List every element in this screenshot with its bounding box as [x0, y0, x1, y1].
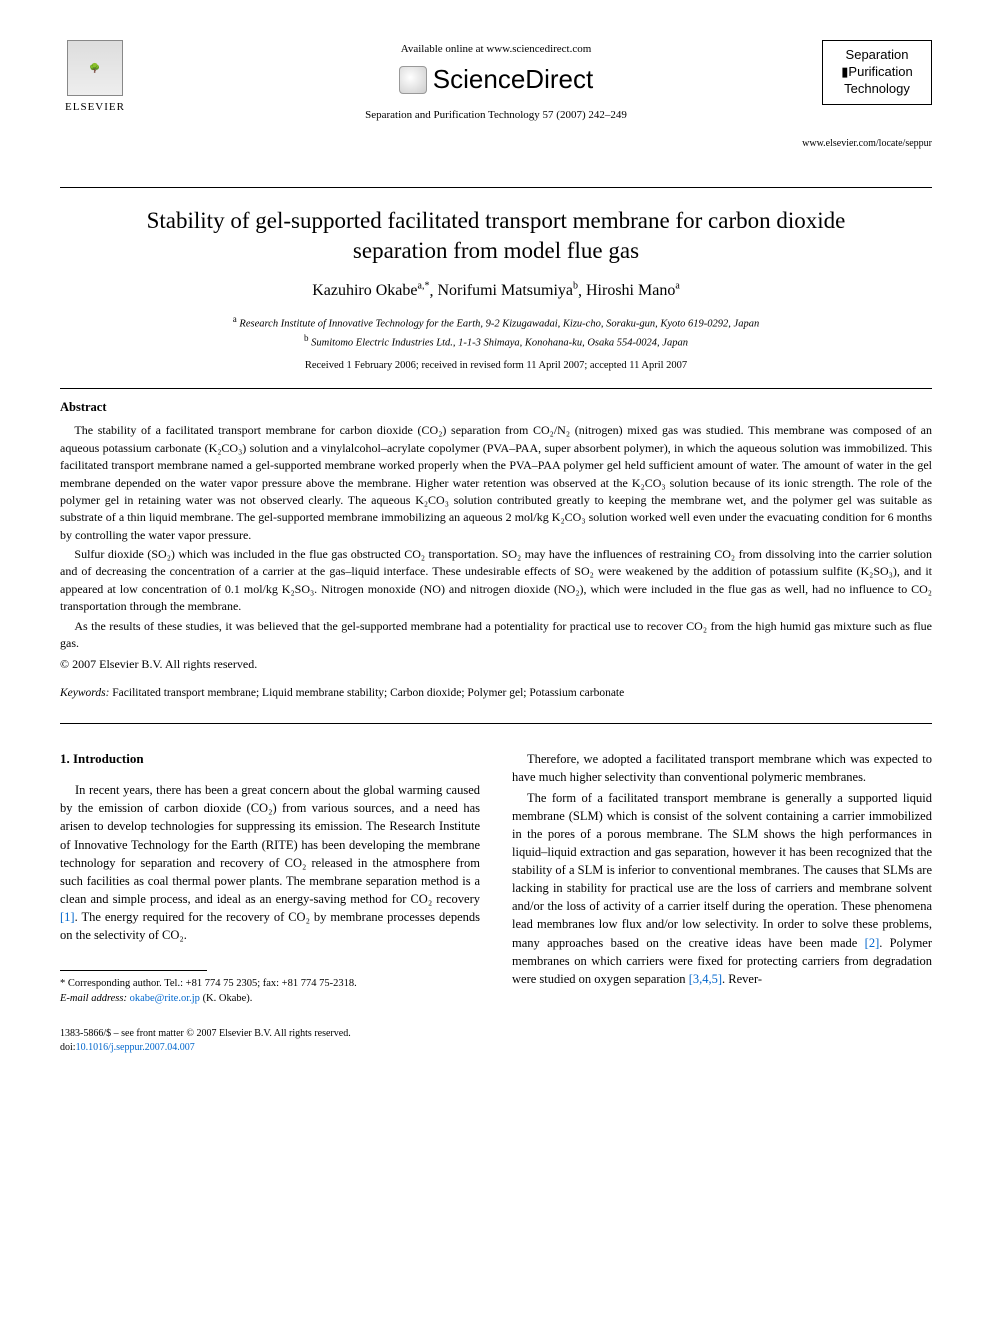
- intro-para: The form of a facilitated transport memb…: [512, 789, 932, 988]
- sciencedirect-icon: [399, 66, 427, 94]
- abstract-para: Sulfur dioxide (SO₂) which was included …: [60, 546, 932, 616]
- affiliation: a Research Institute of Innovative Techn…: [60, 313, 932, 332]
- affiliation: b Sumitomo Electric Industries Ltd., 1-1…: [60, 332, 932, 351]
- copyright-line: © 2007 Elsevier B.V. All rights reserved…: [60, 656, 932, 673]
- sciencedirect-text: ScienceDirect: [433, 61, 593, 97]
- journal-box-line2: ▮Purification: [827, 64, 927, 81]
- paper-title: Stability of gel-supported facilitated t…: [100, 206, 892, 266]
- abstract-body: The stability of a facilitated transport…: [60, 422, 932, 652]
- journal-url: www.elsevier.com/locate/seppur: [60, 137, 932, 151]
- corr-author-line: * Corresponding author. Tel.: +81 774 75…: [60, 977, 480, 992]
- doi-line: doi:10.1016/j.seppur.2007.04.007: [60, 1041, 480, 1055]
- intro-para: In recent years, there has been a great …: [60, 781, 480, 944]
- email-line: E-mail address: okabe@rite.or.jp (K. Oka…: [60, 992, 480, 1007]
- affiliations: a Research Institute of Innovative Techn…: [60, 313, 932, 352]
- divider: [60, 187, 932, 188]
- journal-box-line1: Separation: [827, 47, 927, 64]
- keywords-label: Keywords:: [60, 687, 109, 699]
- available-online-text: Available online at www.sciencedirect.co…: [60, 42, 932, 57]
- keywords-line: Keywords: Facilitated transport membrane…: [60, 685, 932, 713]
- email-link[interactable]: okabe@rite.or.jp: [130, 993, 200, 1004]
- elsevier-logo: 🌳 ELSEVIER: [60, 40, 130, 115]
- abstract-para: As the results of these studies, it was …: [60, 618, 932, 653]
- keywords-text: Facilitated transport membrane; Liquid m…: [112, 687, 624, 699]
- divider: [60, 723, 932, 724]
- column-right: Therefore, we adopted a facilitated tran…: [512, 750, 932, 1054]
- journal-reference: Separation and Purification Technology 5…: [60, 108, 932, 123]
- elsevier-tree-icon: 🌳: [67, 40, 123, 96]
- front-matter-line: 1383-5866/$ – see front matter © 2007 El…: [60, 1027, 480, 1041]
- footer-meta: 1383-5866/$ – see front matter © 2007 El…: [60, 1027, 480, 1055]
- author: Kazuhiro Okabea,*: [312, 282, 429, 299]
- sciencedirect-logo: ScienceDirect: [399, 61, 593, 97]
- paper-header: 🌳 ELSEVIER Available online at www.scien…: [60, 40, 932, 163]
- abstract-label: Abstract: [60, 399, 932, 417]
- doi-link[interactable]: 10.1016/j.seppur.2007.04.007: [76, 1042, 195, 1053]
- journal-box-line3: Technology: [827, 81, 927, 98]
- received-dates: Received 1 February 2006; received in re…: [60, 359, 932, 374]
- author: Hiroshi Manoa: [586, 282, 680, 299]
- citation-link[interactable]: [2]: [865, 936, 880, 950]
- citation-link[interactable]: [1]: [60, 910, 75, 924]
- divider: [60, 388, 932, 389]
- elsevier-label: ELSEVIER: [60, 100, 130, 115]
- abstract-para: The stability of a facilitated transport…: [60, 422, 932, 544]
- intro-heading: 1. Introduction: [60, 750, 480, 769]
- author-list: Kazuhiro Okabea,*, Norifumi Matsumiyab, …: [60, 280, 932, 303]
- journal-title-box: Separation ▮Purification Technology: [822, 40, 932, 105]
- footnote-separator: [60, 970, 207, 971]
- intro-para: Therefore, we adopted a facilitated tran…: [512, 750, 932, 786]
- column-left: 1. Introduction In recent years, there h…: [60, 750, 480, 1054]
- author: Norifumi Matsumiyab: [437, 282, 578, 299]
- corresponding-author-footnote: * Corresponding author. Tel.: +81 774 75…: [60, 977, 480, 1006]
- body-columns: 1. Introduction In recent years, there h…: [60, 750, 932, 1054]
- citation-link[interactable]: [3,4,5]: [689, 972, 722, 986]
- header-center: Available online at www.sciencedirect.co…: [60, 40, 932, 123]
